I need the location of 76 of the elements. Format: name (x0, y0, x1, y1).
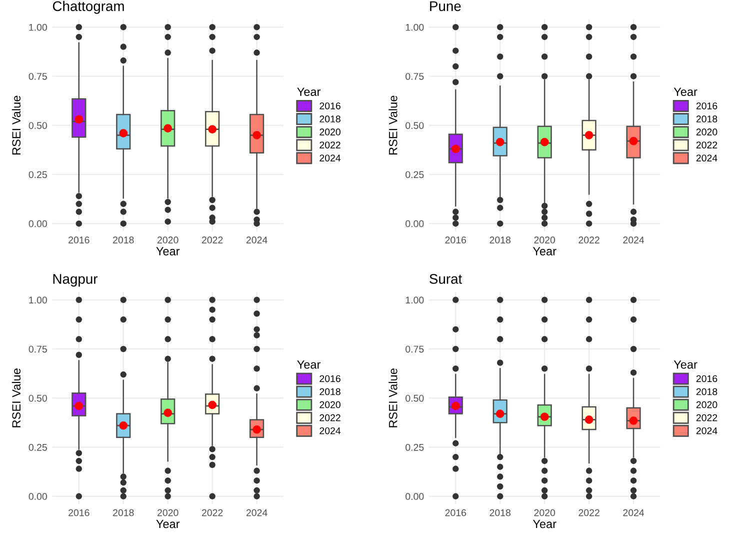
y-axis-title: RSEI Value (388, 368, 398, 428)
legend-label: 2022 (320, 142, 340, 148)
chart-title: Nagpur (53, 274, 98, 287)
legend-label: 2020 (696, 128, 718, 136)
legend-label: 2016 (696, 102, 718, 110)
y-tick-label: 0.00 (406, 493, 424, 500)
y-tick-label: 1.00 (29, 296, 47, 304)
x-tick-label: 2020 (158, 236, 178, 244)
legend-label: 2016 (696, 375, 718, 382)
legend-label: 2020 (696, 401, 718, 408)
y-tick-label: 0.75 (406, 72, 424, 80)
legend-label: 2024 (320, 427, 341, 434)
y-tick-label: 0.25 (406, 444, 424, 451)
y-axis-title: RSEI Value (388, 96, 398, 154)
y-tick-label: 0.00 (28, 493, 47, 500)
x-tick-label: 2018 (490, 509, 510, 516)
legend-label: 2018 (696, 388, 718, 396)
y-axis-title: RSEI Value (12, 96, 21, 154)
y-tick-label: 0.00 (28, 220, 47, 228)
x-tick-label: 2020 (158, 509, 178, 516)
legend-label: 2020 (320, 128, 340, 136)
y-tick-label: 1.00 (29, 24, 47, 31)
y-tick-label: 0.50 (28, 394, 47, 402)
x-tick-label: 2018 (490, 236, 510, 244)
x-tick-label: 2024 (623, 509, 644, 516)
legend-label: 2018 (320, 116, 340, 122)
y-tick-label: 0.25 (28, 171, 47, 178)
legend-label: 2018 (696, 116, 718, 122)
legend-label: 2018 (320, 388, 340, 396)
x-tick-label: 2016 (445, 236, 466, 244)
x-tick-label: 2024 (246, 509, 268, 516)
y-tick-label: 0.50 (406, 122, 424, 129)
x-axis-title: Year (532, 247, 556, 256)
legend-label: 2016 (320, 102, 340, 110)
y-tick-label: 0.75 (28, 72, 47, 80)
x-tick-label: 2024 (246, 236, 268, 244)
y-tick-label: 0.25 (406, 171, 424, 178)
x-axis-title: Year (532, 520, 556, 528)
legend-label: 2022 (320, 414, 340, 422)
y-tick-label: 0.75 (406, 346, 424, 353)
x-tick-label: 2016 (68, 236, 90, 244)
x-tick-label: 2022 (578, 236, 600, 244)
x-axis-title: Year (156, 247, 180, 256)
x-tick-label: 2022 (578, 509, 600, 516)
x-tick-label: 2018 (113, 236, 134, 244)
y-tick-label: 0.00 (406, 220, 424, 228)
x-tick-label: 2020 (534, 236, 556, 244)
legend-title: Year (297, 360, 321, 369)
chart-title: Pune (430, 1, 461, 12)
x-tick-label: 2018 (113, 509, 134, 516)
x-tick-label: 2024 (623, 236, 644, 244)
x-tick-label: 2022 (202, 236, 223, 244)
x-tick-label: 2022 (202, 509, 223, 516)
x-tick-label: 2016 (445, 509, 466, 516)
legend-label: 2016 (320, 375, 340, 382)
legend-title: Year (297, 88, 321, 96)
legend-title: Year (674, 360, 698, 369)
legend-label: 2024 (696, 427, 718, 434)
legend-title: Year (674, 88, 698, 96)
y-tick-label: 1.00 (406, 24, 424, 31)
legend-label: 2020 (320, 401, 340, 408)
y-tick-label: 0.50 (28, 122, 47, 129)
legend-label: 2022 (696, 414, 718, 422)
legend-label: 2024 (696, 154, 718, 162)
chart-title: Surat (430, 274, 462, 284)
y-tick-label: 0.25 (28, 444, 47, 451)
y-tick-label: 0.75 (28, 346, 47, 353)
x-tick-label: 2016 (68, 509, 90, 516)
legend-label: 2022 (696, 142, 718, 148)
x-axis-title: Year (156, 520, 180, 528)
chart-title: Chattogram (52, 0, 124, 14)
y-tick-label: 1.00 (406, 296, 424, 304)
y-axis-title: RSEI Value (12, 368, 21, 428)
legend-label: 2024 (320, 154, 341, 162)
y-tick-label: 0.50 (406, 394, 424, 402)
x-tick-label: 2020 (534, 509, 556, 516)
